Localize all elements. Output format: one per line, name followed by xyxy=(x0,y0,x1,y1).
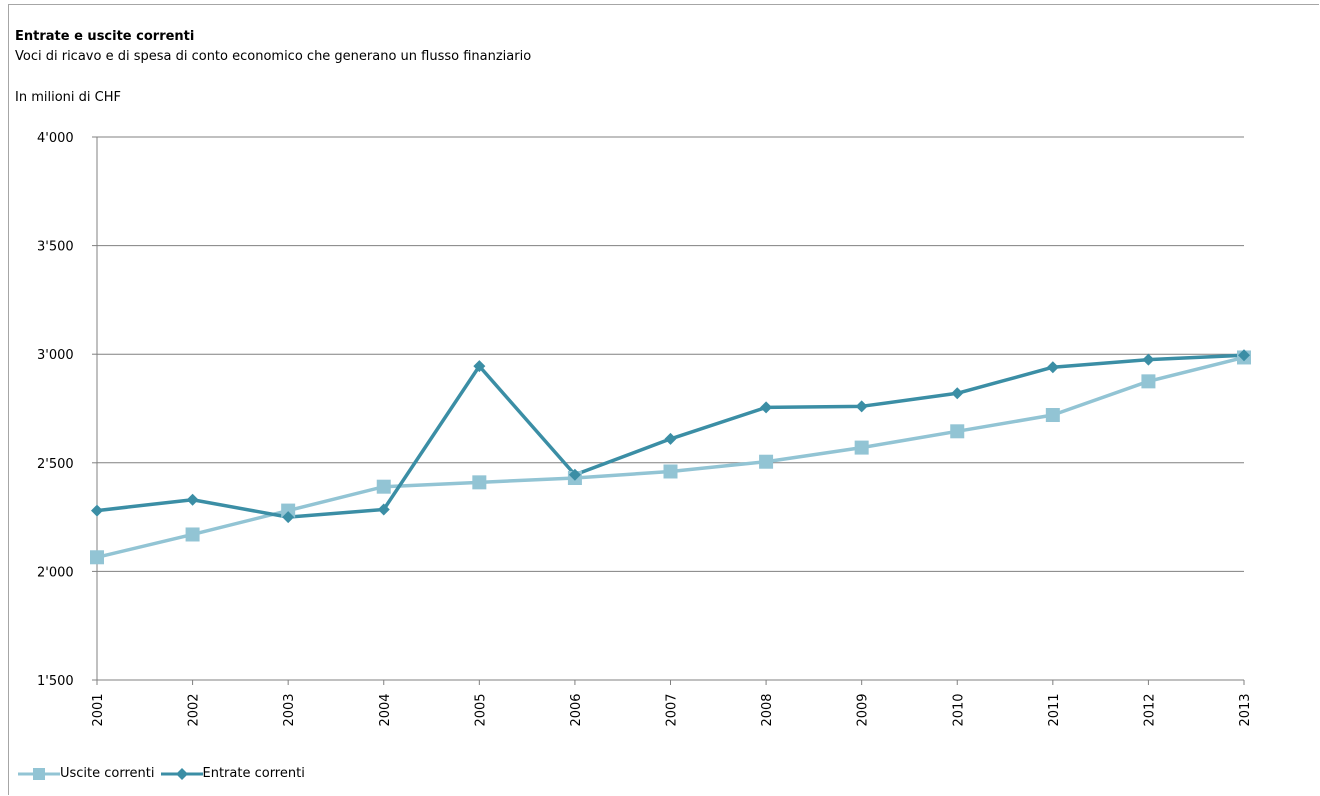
x-tick-label: 2008 xyxy=(760,693,775,726)
y-tick-label: 1'500 xyxy=(37,674,74,689)
data-point-entrate xyxy=(1238,349,1250,362)
data-point-entrate xyxy=(568,468,581,481)
data-point-entrate xyxy=(855,400,868,413)
data-point-entrate xyxy=(1142,353,1155,366)
y-tick-label: 3'000 xyxy=(37,348,74,363)
legend-swatch-uscite xyxy=(18,767,60,780)
data-point-entrate xyxy=(186,493,199,506)
x-tick-label: 2001 xyxy=(91,693,106,726)
legend-label-entrate: Entrate correnti xyxy=(202,766,305,781)
data-point-entrate xyxy=(664,432,677,445)
series-line-uscite xyxy=(96,355,1245,559)
legend-item-entrate: Entrate correnti xyxy=(160,766,305,781)
y-tick-label: 2'000 xyxy=(37,565,74,580)
data-point-uscite xyxy=(1141,374,1156,389)
x-tick-label: 2006 xyxy=(569,693,584,726)
axes xyxy=(92,136,1245,685)
unit-label: In milioni di CHF xyxy=(15,90,121,105)
x-tick-label: 2009 xyxy=(856,693,871,726)
data-point-uscite xyxy=(472,475,487,490)
chart-subtitle: Voci di ricavo e di spesa di conto econo… xyxy=(15,49,532,64)
legend-swatch-entrate xyxy=(160,767,203,780)
series-lines xyxy=(96,353,1245,559)
legend-item-uscite: Uscite correnti xyxy=(18,766,155,781)
y-tick-labels: 1'500 2'000 2'500 3'000 3'500 4'000 xyxy=(37,131,74,689)
legend: Uscite correnti Entrate correnti xyxy=(18,766,311,781)
data-point-entrate xyxy=(91,504,103,517)
x-tick-label: 2007 xyxy=(665,693,680,726)
x-tick-label: 2003 xyxy=(282,693,297,726)
x-tick-labels: 2001 2002 2003 2004 2005 2006 2007 2008 2009 2010… xyxy=(91,693,1253,726)
y-tick-label: 2'500 xyxy=(37,457,74,472)
data-point-entrate xyxy=(1046,361,1059,374)
data-point-uscite xyxy=(663,464,678,479)
data-point-uscite xyxy=(854,440,869,455)
gridlines xyxy=(97,136,1244,572)
chart-title: Entrate e uscite correnti xyxy=(15,29,195,44)
data-point-entrate xyxy=(473,360,486,373)
data-point-entrate xyxy=(760,401,773,414)
x-tick-label: 2013 xyxy=(1238,693,1253,726)
legend-label-uscite: Uscite correnti xyxy=(60,766,155,781)
x-tick-label: 2002 xyxy=(187,693,202,726)
series-markers xyxy=(90,349,1251,565)
data-point-uscite xyxy=(90,550,104,565)
data-point-entrate xyxy=(377,503,390,516)
data-point-uscite xyxy=(376,479,391,494)
y-tick-label: 3'500 xyxy=(37,240,74,255)
data-point-entrate xyxy=(282,511,295,524)
x-tick-label: 2004 xyxy=(378,693,393,726)
data-point-uscite xyxy=(950,424,965,439)
y-tick-label: 4'000 xyxy=(37,131,74,146)
data-point-uscite xyxy=(759,454,774,469)
x-tick-label: 2011 xyxy=(1047,693,1062,726)
chart-frame xyxy=(8,4,1319,795)
data-point-entrate xyxy=(951,387,964,400)
data-point-uscite xyxy=(281,503,296,518)
x-tick-label: 2005 xyxy=(473,693,488,726)
data-point-uscite xyxy=(1045,408,1060,423)
x-tick-label: 2010 xyxy=(951,693,966,726)
x-tick-label: 2012 xyxy=(1142,693,1157,726)
data-point-uscite xyxy=(185,527,200,542)
